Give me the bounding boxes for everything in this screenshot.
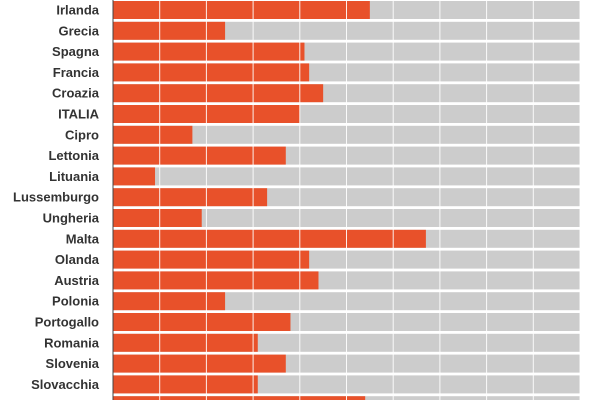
category-labels: Irlanda Grecia Spagna Francia Croazia ITALIA C… [13,3,100,400]
bar [113,188,268,207]
category-label: Lituania [49,169,100,184]
bar [113,292,226,311]
category-label: Croazia [52,86,100,101]
gridlines [112,0,581,400]
bar [113,21,226,40]
bar [113,271,319,290]
category-label: Spagna [52,44,100,59]
bar [113,354,286,373]
category-label: ITALIA [58,107,100,122]
bar [113,375,258,394]
category-label: Olanda [55,252,100,267]
category-label: Finlandia [42,398,100,400]
category-label: Portogallo [35,315,99,330]
category-label: Slovacchia [31,377,100,392]
category-label: Lettonia [48,148,99,163]
category-label: Malta [66,231,100,246]
category-label: Polonia [52,294,100,309]
bar [113,313,291,331]
bar [113,167,156,186]
category-label: Francia [53,65,100,80]
bar [113,1,370,19]
category-label: Lussemburgo [13,190,99,205]
category-label: Austria [54,273,100,288]
bar [113,333,258,352]
category-label: Cipro [65,127,99,142]
bar [113,125,193,144]
category-label: Irlanda [56,3,99,18]
bar [113,209,202,227]
category-label: Ungheria [43,211,100,226]
bar [113,250,310,269]
bar [113,42,305,61]
bar [113,63,310,82]
category-label: Slovenia [46,356,100,371]
bar [113,84,324,103]
category-label: Romania [44,335,100,350]
bar [113,146,286,165]
bar [113,396,366,400]
bar [113,229,426,248]
category-label: Grecia [59,23,100,38]
